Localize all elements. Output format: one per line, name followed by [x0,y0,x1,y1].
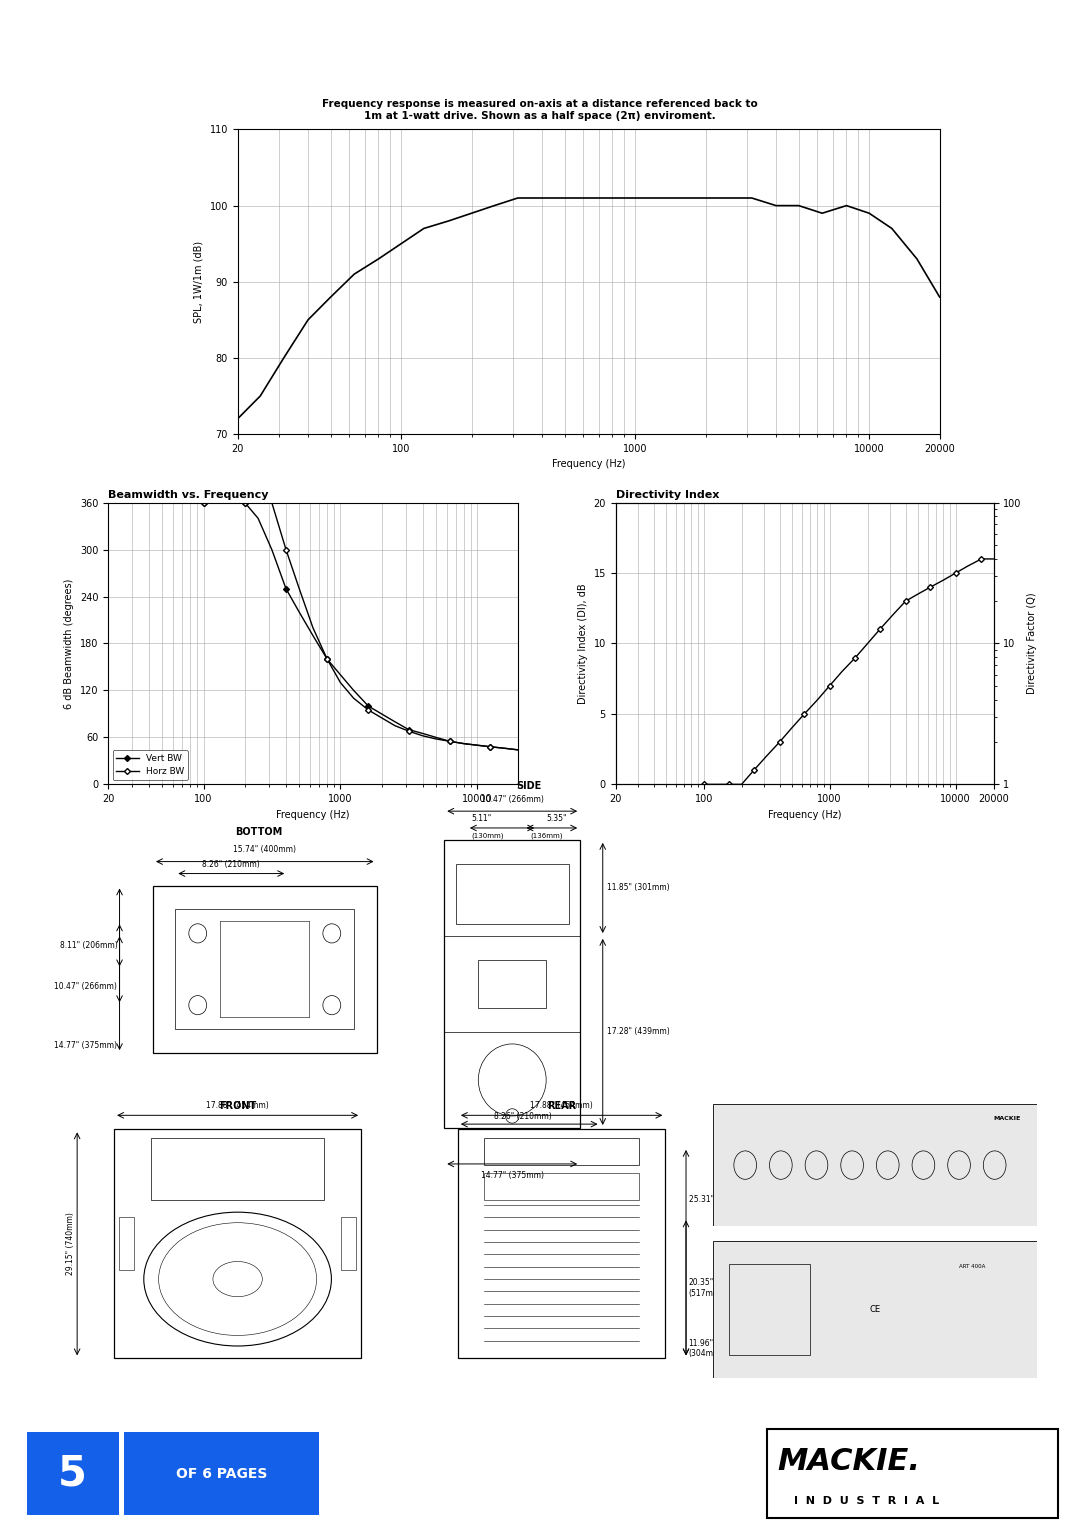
Text: 8.26" (210mm): 8.26" (210mm) [494,1112,552,1121]
Vert BW [499,739,512,757]
Vert BW [430,728,443,746]
Horz BW [389,716,402,734]
Horz BW [266,493,279,512]
Text: 8.11" (206mm): 8.11" (206mm) [59,941,118,950]
Vert BW [239,493,252,512]
Text: 8.26" (210mm): 8.26" (210mm) [202,860,260,868]
Horz BW [499,739,512,757]
Text: 29.15" (740mm): 29.15" (740mm) [66,1212,75,1275]
FancyBboxPatch shape [124,1432,319,1515]
Horz BW [280,541,293,559]
Y-axis label: 6 dB Beamwidth (degrees): 6 dB Beamwidth (degrees) [64,579,75,708]
Horz BW [334,673,347,691]
Text: 11.85" (301mm): 11.85" (301mm) [607,883,670,892]
Text: (130mm): (130mm) [472,833,504,839]
X-axis label: Frequency (Hz): Frequency (Hz) [276,810,350,819]
Vert BW [389,713,402,731]
Horz BW [225,493,238,512]
Vert BW [347,681,360,699]
Vert BW [198,493,211,512]
Y-axis label: Directivity Index (DI), dB: Directivity Index (DI), dB [578,583,588,704]
Legend: Vert BW, Horz BW: Vert BW, Horz BW [112,751,188,780]
Text: 5: 5 [58,1453,86,1494]
Text: OF 6 PAGES: OF 6 PAGES [176,1467,267,1480]
Horz BW [347,688,360,707]
Horz BW [239,493,252,512]
Vert BW [443,733,456,751]
Horz BW [402,722,415,740]
Vert BW [293,603,306,621]
Text: 5.11": 5.11" [472,815,491,822]
Horz BW [293,580,306,599]
Text: ART 400A: ART 400A [959,1264,985,1269]
Text: 25.31" (643mm): 25.31" (643mm) [689,1196,752,1205]
Vert BW [484,737,497,755]
FancyBboxPatch shape [27,1432,119,1515]
Text: 17.88" (454mm): 17.88" (454mm) [206,1101,269,1110]
Text: Beamwidth vs. Frequency: Beamwidth vs. Frequency [108,490,269,501]
Horz BW [252,493,265,512]
Line: Vert BW: Vert BW [202,501,521,752]
Text: MACKIE.: MACKIE. [778,1447,920,1476]
Text: Two-Way Active Speaker System: Two-Way Active Speaker System [265,35,723,62]
Polygon shape [713,1104,1037,1226]
Horz BW [471,736,484,754]
Text: 5.35": 5.35" [546,815,567,822]
Vert BW [225,493,238,512]
Text: Directivity Index: Directivity Index [616,490,719,501]
Horz BW [512,740,525,758]
Y-axis label: Directivity Factor (Q): Directivity Factor (Q) [1027,592,1037,694]
Text: 20.35"
(517mm): 20.35" (517mm) [689,1278,724,1298]
Text: 10.47" (266mm): 10.47" (266mm) [54,981,118,990]
Text: 11.96"
(304mm): 11.96" (304mm) [689,1339,724,1359]
Horz BW [484,737,497,755]
Text: I  N  D  U  S  T  R  I  A  L: I N D U S T R I A L [794,1496,939,1506]
Horz BW [321,650,334,669]
Vert BW [362,698,375,716]
Vert BW [416,725,429,743]
Horz BW [198,493,211,512]
Y-axis label: SPL, 1W/1m (dB): SPL, 1W/1m (dB) [194,241,204,323]
Text: (136mm): (136mm) [530,833,563,839]
Vert BW [512,740,525,758]
Text: MACKIE: MACKIE [994,1116,1021,1121]
Horz BW [307,618,320,637]
Text: 10.47" (266mm): 10.47" (266mm) [481,795,543,804]
Vert BW [334,666,347,684]
Horz BW [211,493,224,512]
Text: 17.88" (454mm): 17.88" (454mm) [530,1101,593,1110]
Vert BW [375,705,388,723]
Horz BW [430,730,443,748]
Text: 14.77" (375mm): 14.77" (375mm) [54,1042,118,1051]
Vert BW [471,736,484,754]
Horz BW [362,701,375,719]
Title: BOTTOM: BOTTOM [235,827,283,836]
Vert BW [252,509,265,527]
Title: REAR: REAR [548,1101,576,1110]
Text: ART400A: ART400A [32,20,298,72]
Horz BW [443,733,456,751]
Vert BW [402,720,415,739]
Vert BW [280,580,293,599]
Vert BW [211,493,224,512]
Horz BW [375,708,388,726]
Horz BW [458,734,471,752]
X-axis label: Frequency (Hz): Frequency (Hz) [768,810,841,819]
Vert BW [266,541,279,559]
Horz BW [416,726,429,745]
Line: Horz BW: Horz BW [202,501,521,752]
Text: CE: CE [869,1305,880,1314]
Vert BW [458,734,471,752]
Title: SIDE: SIDE [516,781,542,790]
Text: 17.28" (439mm): 17.28" (439mm) [607,1028,670,1037]
Text: 15.74" (400mm): 15.74" (400mm) [233,845,296,854]
X-axis label: Frequency (Hz): Frequency (Hz) [552,460,625,469]
Text: Frequency response is measured on-axis at a distance referenced back to
1m at 1-: Frequency response is measured on-axis a… [322,99,758,120]
Title: FRONT: FRONT [219,1101,256,1110]
Vert BW [307,626,320,644]
Vert BW [321,650,334,669]
Polygon shape [713,1241,1037,1378]
Text: 14.77" (375mm): 14.77" (375mm) [481,1171,543,1180]
